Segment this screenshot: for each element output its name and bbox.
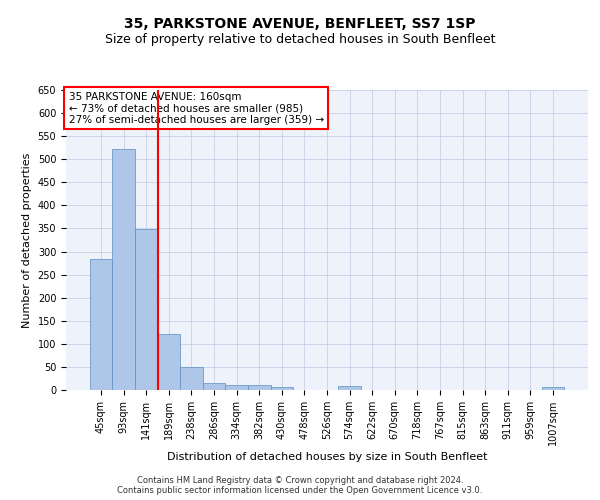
X-axis label: Distribution of detached houses by size in South Benfleet: Distribution of detached houses by size … [167, 452, 487, 462]
Bar [271, 387, 293, 390]
Text: Contains HM Land Registry data © Crown copyright and database right 2024.
Contai: Contains HM Land Registry data © Crown c… [118, 476, 482, 495]
Bar [180, 368, 203, 390]
Bar [338, 386, 361, 390]
Bar [248, 385, 271, 390]
Bar [542, 387, 564, 390]
Bar [90, 260, 112, 390]
Bar [112, 148, 135, 390]
Bar [135, 230, 158, 390]
Bar [226, 385, 248, 390]
Bar [203, 382, 226, 390]
Text: Size of property relative to detached houses in South Benfleet: Size of property relative to detached ho… [105, 32, 495, 46]
Bar [158, 334, 180, 390]
Text: 35, PARKSTONE AVENUE, BENFLEET, SS7 1SP: 35, PARKSTONE AVENUE, BENFLEET, SS7 1SP [124, 18, 476, 32]
Y-axis label: Number of detached properties: Number of detached properties [22, 152, 32, 328]
Text: 35 PARKSTONE AVENUE: 160sqm
← 73% of detached houses are smaller (985)
27% of se: 35 PARKSTONE AVENUE: 160sqm ← 73% of det… [68, 92, 324, 124]
